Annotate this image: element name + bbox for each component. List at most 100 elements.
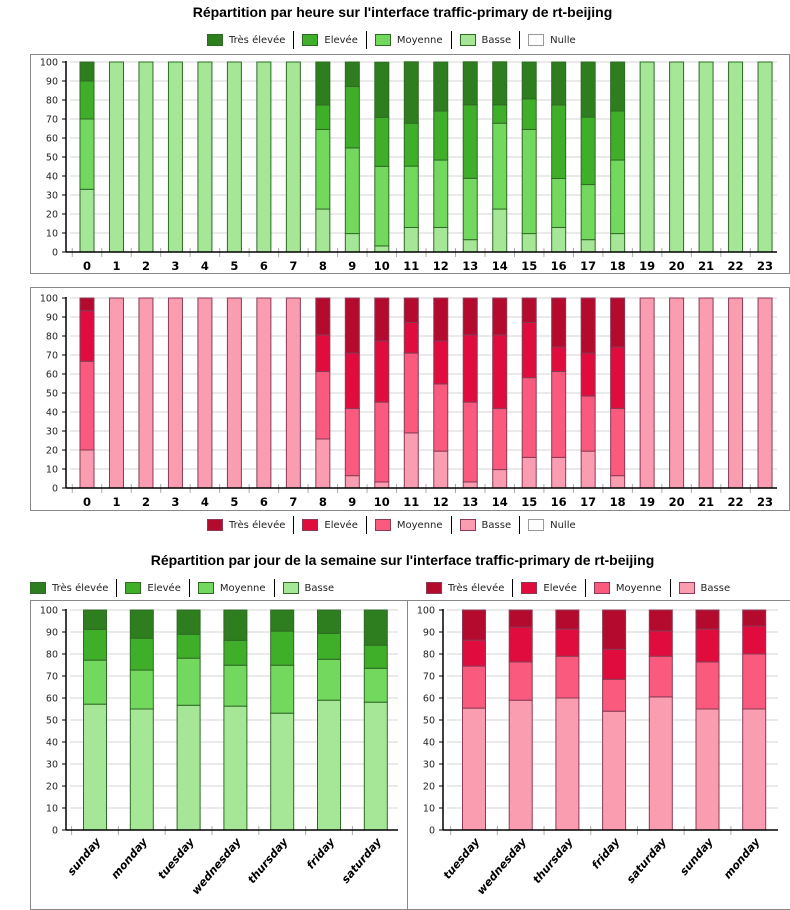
y-tick-label: 100 xyxy=(40,606,58,617)
x-tick-label: 7 xyxy=(289,259,297,273)
x-tick-label: 8 xyxy=(319,495,327,509)
y-tick-label: 40 xyxy=(46,172,58,183)
x-tick-label: 2 xyxy=(142,495,150,509)
x-tick-label: 3 xyxy=(171,259,179,273)
y-tick-label: 40 xyxy=(46,408,58,419)
bar-segment-très-élevée xyxy=(492,297,508,336)
legend-label: Basse xyxy=(700,582,731,594)
legend-item: Très élevée xyxy=(199,516,293,534)
bar-segment-moyenne xyxy=(521,377,537,458)
bar-segment-moyenne xyxy=(521,128,537,235)
bar-segment-moyenne xyxy=(344,147,360,235)
legend-swatch xyxy=(302,34,319,46)
x-tick-label: 14 xyxy=(492,495,508,509)
x-tick-label: 17 xyxy=(580,259,596,273)
y-tick-label: 50 xyxy=(423,716,435,727)
bar-segment-très-élevée xyxy=(344,61,360,88)
y-tick-label: 70 xyxy=(423,672,435,683)
bar-segment-elevée xyxy=(742,625,767,655)
y-tick-label: 80 xyxy=(46,650,58,661)
bar-segment-elevée xyxy=(374,116,390,167)
legend-weekly-red: Très élevée Elevée Moyenne Basse xyxy=(418,579,738,597)
bar-segment-moyenne xyxy=(79,360,95,451)
legend-swatch xyxy=(374,519,391,531)
x-tick-label: 15 xyxy=(521,495,537,509)
bar-segment-elevée xyxy=(492,104,508,124)
bar-segment-basse xyxy=(108,297,124,489)
bar-segment-moyenne xyxy=(315,128,331,210)
bar-segment-elevée xyxy=(555,628,580,657)
legend-label: Elevée xyxy=(324,519,358,531)
x-tick-label: 18 xyxy=(610,259,626,273)
y-tick-label: 40 xyxy=(46,738,58,749)
x-tick-label: 6 xyxy=(260,495,268,509)
bar-segment-très-élevée xyxy=(317,609,341,634)
bar-segment-très-élevée xyxy=(648,609,673,632)
legend-item: Basse xyxy=(450,31,520,49)
legend-swatch xyxy=(207,34,223,46)
bar-segment-basse xyxy=(344,233,360,253)
bar-segment-elevée xyxy=(363,644,388,669)
bar-segment-très-élevée xyxy=(551,61,567,106)
bar-segment-moyenne xyxy=(374,401,390,483)
bar-segment-très-élevée xyxy=(315,61,331,106)
bar-segment-elevée xyxy=(551,346,567,373)
x-tick-label: wednesday xyxy=(189,835,244,897)
bar-segment-très-élevée xyxy=(742,609,767,627)
bar-segment-basse xyxy=(742,708,767,831)
legend-item: Elevée xyxy=(116,579,188,597)
x-tick-label: 9 xyxy=(348,259,356,273)
y-tick-label: 0 xyxy=(52,484,58,495)
legend-item: Nulle xyxy=(519,516,584,534)
legend-swatch xyxy=(528,34,545,46)
y-tick-label: 60 xyxy=(46,134,58,145)
x-tick-label: 21 xyxy=(698,259,714,273)
bar-segment-basse xyxy=(256,61,272,253)
legend-label: Moyenne xyxy=(396,34,443,46)
x-tick-label: 15 xyxy=(521,259,537,273)
bar-segment-très-élevée xyxy=(602,609,627,650)
bar-segment-moyenne xyxy=(363,667,388,703)
bar-segment-très-élevée xyxy=(83,609,107,630)
x-tick-label: thursday xyxy=(245,835,291,886)
bar-segment-elevée xyxy=(433,340,449,385)
legend-swatch xyxy=(593,582,610,594)
weekly-title: Répartition par jour de la semaine sur l… xyxy=(150,552,655,568)
bar-segment-basse xyxy=(138,61,154,253)
bar-segment-basse xyxy=(610,475,626,489)
bar-segment-très-élevée xyxy=(403,297,419,324)
y-tick-label: 80 xyxy=(46,332,58,343)
bar-segment-moyenne xyxy=(462,177,478,241)
bar-segment-moyenne xyxy=(270,664,295,714)
bar-segment-elevée xyxy=(315,334,331,373)
legend-weekly-green: Très élevée Elevée Moyenne Basse xyxy=(22,579,342,597)
x-tick-label: 7 xyxy=(289,495,297,509)
x-tick-label: 20 xyxy=(669,495,685,509)
bar-segment-très-élevée xyxy=(363,609,388,646)
x-tick-label: 5 xyxy=(230,495,238,509)
bar-segment-elevée xyxy=(610,346,626,409)
legend-swatch xyxy=(521,582,538,594)
hourly-title: Répartition par heure sur l'interface tr… xyxy=(192,4,613,20)
bar-segment-elevée xyxy=(602,648,627,680)
bar-segment-basse xyxy=(315,208,331,253)
bar-segment-basse xyxy=(433,450,449,489)
bar-segment-moyenne xyxy=(129,669,154,710)
legend-label: Nulle xyxy=(550,34,576,46)
bar-segment-basse xyxy=(363,701,388,831)
x-tick-label: 23 xyxy=(757,259,773,273)
bar-segment-basse xyxy=(374,245,390,253)
bar-segment-moyenne xyxy=(403,165,419,228)
bar-segment-moyenne xyxy=(551,371,567,458)
bar-segment-moyenne xyxy=(508,661,533,701)
bar-segment-moyenne xyxy=(695,661,720,710)
y-tick-label: 0 xyxy=(52,826,58,837)
bar-segment-elevée xyxy=(83,628,107,661)
bar-segment-moyenne xyxy=(602,678,627,712)
x-tick-label: 1 xyxy=(112,259,120,273)
y-tick-label: 30 xyxy=(423,760,435,771)
legend-swatch xyxy=(374,34,391,46)
legend-label: Elevée xyxy=(147,582,181,594)
bar-segment-moyenne xyxy=(83,659,107,705)
